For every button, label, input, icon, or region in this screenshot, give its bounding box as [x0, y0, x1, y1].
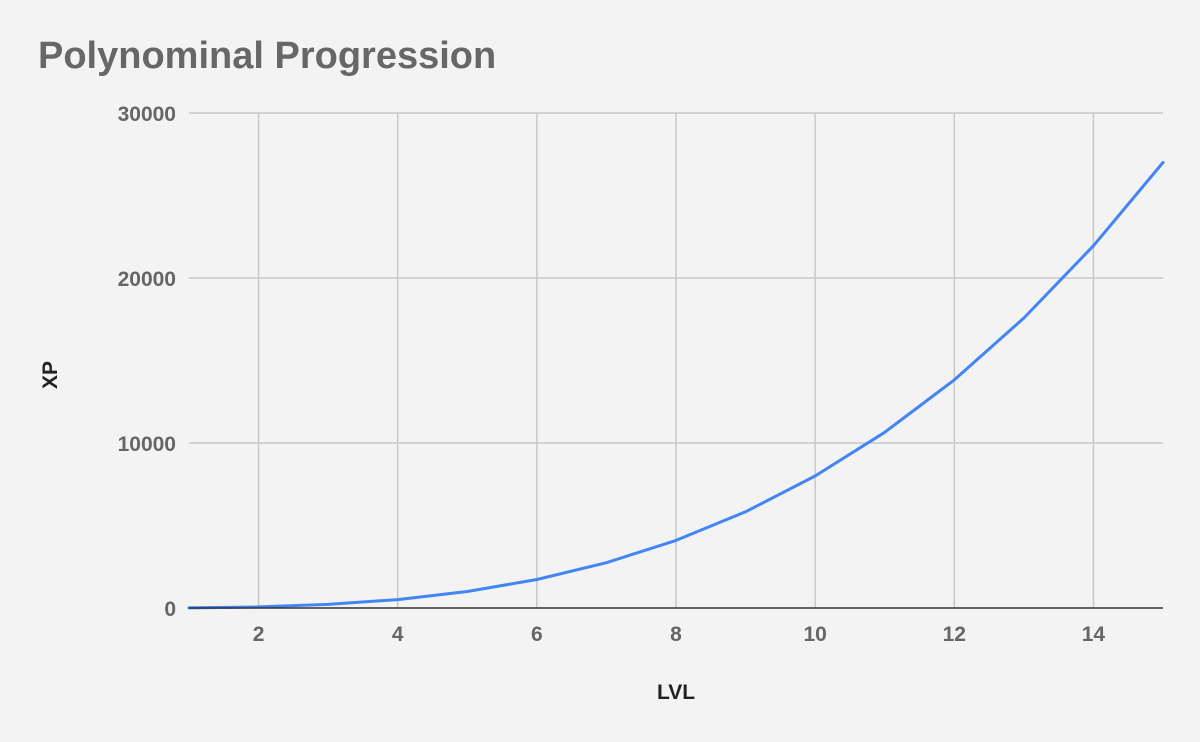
series-line: [187, 161, 1165, 610]
y-tick-label: 0: [164, 598, 176, 621]
y-tick-label: 10000: [118, 433, 176, 456]
y-tick-label: 30000: [118, 103, 176, 126]
series-layer: [187, 161, 1165, 610]
x-tick-label: 10: [803, 623, 826, 646]
grid-lines: [189, 112, 1163, 608]
x-axis-title: LVL: [657, 681, 695, 704]
tick-labels: 0 10000 20000 30000 2 4 6 8 10 12 14: [118, 103, 1106, 646]
x-tick-label: 4: [392, 623, 404, 646]
x-tick-label: 6: [531, 623, 543, 646]
x-tick-label: 8: [670, 623, 682, 646]
y-tick-label: 20000: [118, 268, 176, 291]
x-tick-label: 14: [1082, 623, 1106, 646]
x-tick-label: 2: [253, 623, 265, 646]
y-axis-title: XP: [39, 361, 62, 389]
x-tick-label: 12: [943, 623, 966, 646]
chart-title: Polynominal Progression: [38, 35, 496, 77]
